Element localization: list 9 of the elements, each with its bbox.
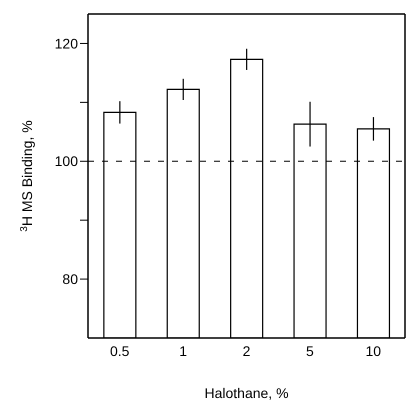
y-tick-label: 120 [54, 35, 78, 52]
x-tick-label: 10 [366, 342, 382, 359]
x-tick-label: 1 [179, 342, 188, 359]
x-tick-label: 0.5 [110, 342, 130, 359]
y-tick-label: 100 [54, 153, 78, 170]
x-tick-label: 2 [242, 342, 251, 359]
x-axis-title: Halothane, % [204, 385, 289, 401]
x-tick-label: 5 [306, 342, 314, 359]
y-tick-label: 80 [62, 271, 78, 288]
